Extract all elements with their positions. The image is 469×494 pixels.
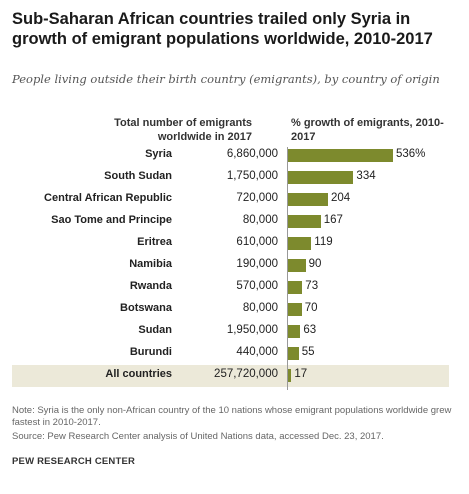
growth-value-label: 63 (303, 324, 317, 336)
emigrant-count: 610,000 (236, 236, 278, 248)
table-row: South Sudan 1,750,000 (12, 167, 449, 189)
category-label: All countries (105, 368, 172, 380)
table-row: Central African Republic 720,000 (12, 189, 449, 211)
growth-bar (288, 281, 303, 294)
growth-bar (288, 347, 299, 360)
emigrant-count: 440,000 (236, 346, 278, 358)
emigrant-count: 6,860,000 (226, 148, 278, 160)
chart-note: Note: Syria is the only non-African coun… (12, 405, 452, 428)
growth-value-label: 73 (305, 280, 319, 292)
category-label: Sao Tome and Principe (51, 214, 172, 226)
emigrant-count: 80,000 (242, 302, 278, 314)
emigrant-count: 1,750,000 (226, 170, 278, 182)
category-label: Sudan (138, 324, 172, 336)
table-row: Burundi 440,000 (12, 343, 449, 365)
category-label: Syria (145, 148, 172, 160)
table-row: Namibia 190,000 (12, 255, 449, 277)
category-label: Central African Republic (44, 192, 172, 204)
pew-brand: PEW RESEARCH CENTER (12, 456, 136, 467)
growth-bar (288, 369, 292, 382)
bar-axis-line (287, 147, 288, 390)
emigrant-count: 257,720,000 (214, 368, 278, 380)
emigrant-count: 190,000 (236, 258, 278, 270)
growth-bar (288, 259, 306, 272)
growth-value-label: 119 (314, 236, 333, 248)
table-row: Eritrea 610,000 (12, 233, 449, 255)
growth-column-header: % growth of emigrants, 2010-2017 (291, 117, 444, 143)
emigrant-count: 570,000 (236, 280, 278, 292)
growth-value-label: 70 (304, 302, 318, 314)
growth-value-label: 167 (323, 214, 343, 226)
table-row: Syria 6,860,000 (12, 145, 449, 167)
emigrant-count: 720,000 (236, 192, 278, 204)
growth-bar (288, 171, 354, 184)
emigrant-count: 80,000 (242, 214, 278, 226)
growth-bar (288, 325, 301, 338)
growth-value-label: 204 (330, 192, 351, 204)
growth-value-label: 536% (396, 148, 426, 160)
growth-value-label: 90 (308, 258, 322, 270)
chart-source: Source: Pew Research Center analysis of … (12, 431, 384, 442)
category-label: Burundi (129, 346, 172, 358)
count-column-header: Total number of emigrants worldwide in 2… (114, 117, 252, 143)
chart-title: Sub-Saharan African countries trailed on… (12, 10, 433, 48)
growth-value-label: 17 (294, 368, 308, 380)
chart-subtitle: People living outside their birth countr… (12, 72, 440, 86)
table-row: Botswana 80,000 (12, 299, 449, 321)
growth-bar (288, 237, 312, 250)
growth-bar (288, 303, 302, 316)
category-label: Namibia (129, 258, 172, 270)
table-row: All countries 257,720,000 (12, 365, 449, 387)
category-label: Eritrea (137, 236, 172, 248)
table-row: Sao Tome and Principe 80,000 (12, 211, 449, 233)
emigrant-count: 1,950,000 (226, 324, 278, 336)
growth-value-label: 334 (356, 170, 376, 182)
growth-bar (288, 193, 328, 206)
table-row: Rwanda 570,000 (12, 277, 449, 299)
growth-bar (288, 215, 321, 228)
category-label: Botswana (120, 302, 172, 314)
growth-bar (288, 149, 393, 162)
category-label: Rwanda (129, 280, 172, 292)
table-row: Sudan 1,950,000 (12, 321, 449, 343)
category-label: South Sudan (104, 170, 172, 182)
growth-value-label: 55 (301, 346, 315, 358)
